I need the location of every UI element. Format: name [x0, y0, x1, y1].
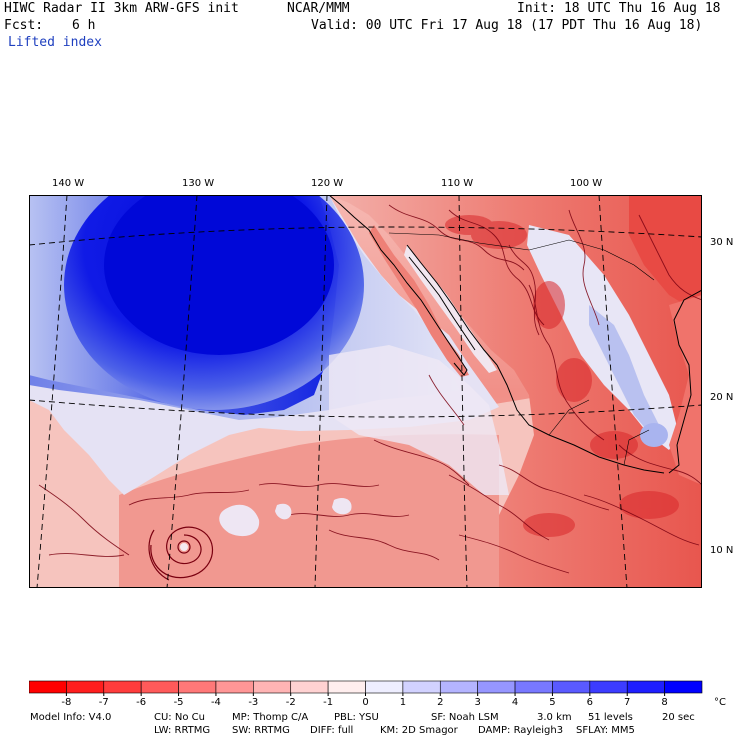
colorbar: -8 -7 -6 -5 -4 -3 -2 -1 0 1 2 3 4 5 6 7 8 °C	[29, 680, 726, 708]
colorbar-unit: °C	[714, 697, 726, 708]
valid-time: Valid: 00 UTC Fri 17 Aug 18 (17 PDT Thu …	[311, 18, 703, 33]
colorbar-box	[589, 680, 628, 694]
footer-km: KM: 2D Smagor	[380, 725, 458, 736]
lon-label-130w: 130 W	[182, 178, 215, 189]
colorbar-tick-label: -4	[211, 697, 221, 708]
colorbar-box	[66, 680, 105, 694]
field-name: Lifted index	[8, 35, 102, 50]
colorbar-tick-label: -7	[99, 697, 109, 708]
tropical-cyclone-marker	[148, 526, 214, 581]
init-time: Init: 18 UTC Thu 16 Aug 18	[517, 1, 721, 16]
center-label: NCAR/MMM	[287, 1, 350, 16]
colorbar-tick-label: 2	[437, 697, 443, 708]
colorbar-ticks: -8 -7 -6 -5 -4 -3 -2 -1 0 1 2 3 4 5 6 7 8	[61, 693, 668, 708]
colorbar-tick-label: 3	[474, 697, 480, 708]
colorbar-box	[402, 680, 441, 694]
lon-label-110w: 110 W	[441, 178, 474, 189]
colorbar-box	[215, 680, 254, 694]
colorbar-box	[664, 680, 703, 694]
footer-shortwave: SW: RRTMG	[232, 725, 290, 736]
forecast-hour: 6 h	[72, 18, 96, 33]
colorbar-tick-label: 1	[400, 697, 406, 708]
forecast-label: Fcst:	[4, 18, 44, 33]
colorbar-tick-label: -5	[174, 697, 184, 708]
colorbar-boxes	[29, 680, 703, 694]
lon-label-140w: 140 W	[52, 178, 85, 189]
footer-damping: DAMP: Rayleigh3	[478, 725, 564, 736]
colorbar-tick-label: 5	[549, 697, 555, 708]
lon-label-100w: 100 W	[570, 178, 603, 189]
footer-longwave: LW: RRTMG	[154, 725, 211, 736]
lifted-index-map	[29, 195, 702, 588]
colorbar-box	[253, 680, 292, 694]
colorbar-box	[290, 680, 329, 694]
colorbar-box	[178, 680, 217, 694]
colorbar-tick-label: -6	[136, 697, 146, 708]
footer-pbl: PBL: YSU	[334, 712, 379, 723]
colorbar-box	[140, 680, 179, 694]
footer-diffusion: DIFF: full	[310, 725, 354, 736]
colorbar-box	[29, 680, 67, 694]
colorbar-tick-label: -2	[286, 697, 296, 708]
colorbar-box	[514, 680, 553, 694]
footer-sflay: SFLAY: MM5	[576, 725, 635, 736]
colorbar-box	[439, 680, 478, 694]
colorbar-box	[103, 680, 142, 694]
colorbar-tick-label: 4	[512, 697, 518, 708]
colorbar-tick-label: -3	[248, 697, 258, 708]
lat-label-30n: 30 N	[710, 237, 734, 248]
colorbar-box	[626, 680, 665, 694]
colorbar-box	[327, 680, 366, 694]
footer-model-info: Model Info: V4.0	[30, 712, 112, 723]
colorbar-tick-label: 7	[624, 697, 630, 708]
colorbar-tick-label: -1	[323, 697, 333, 708]
footer-cumulus: CU: No Cu	[154, 712, 205, 723]
colorbar-tick-label: 6	[587, 697, 593, 708]
footer-levels: 51 levels	[588, 712, 633, 723]
footer-microphysics: MP: Thomp C/A	[232, 712, 309, 723]
lat-label-10n: 10 N	[710, 545, 734, 556]
footer-resolution: 3.0 km	[537, 712, 572, 723]
colorbar-tick-label: 8	[661, 697, 667, 708]
colorbar-box	[365, 680, 404, 694]
colorbar-tick-label: -8	[61, 697, 71, 708]
colorbar-box	[477, 680, 516, 694]
model-title: HIWC Radar II 3km ARW-GFS init	[4, 1, 239, 16]
footer-surface: SF: Noah LSM	[431, 712, 499, 723]
footer-timestep: 20 sec	[662, 712, 695, 723]
lon-label-120w: 120 W	[311, 178, 344, 189]
colorbar-tick-label: 0	[362, 697, 368, 708]
lat-label-20n: 20 N	[710, 392, 734, 403]
colorbar-box	[552, 680, 591, 694]
